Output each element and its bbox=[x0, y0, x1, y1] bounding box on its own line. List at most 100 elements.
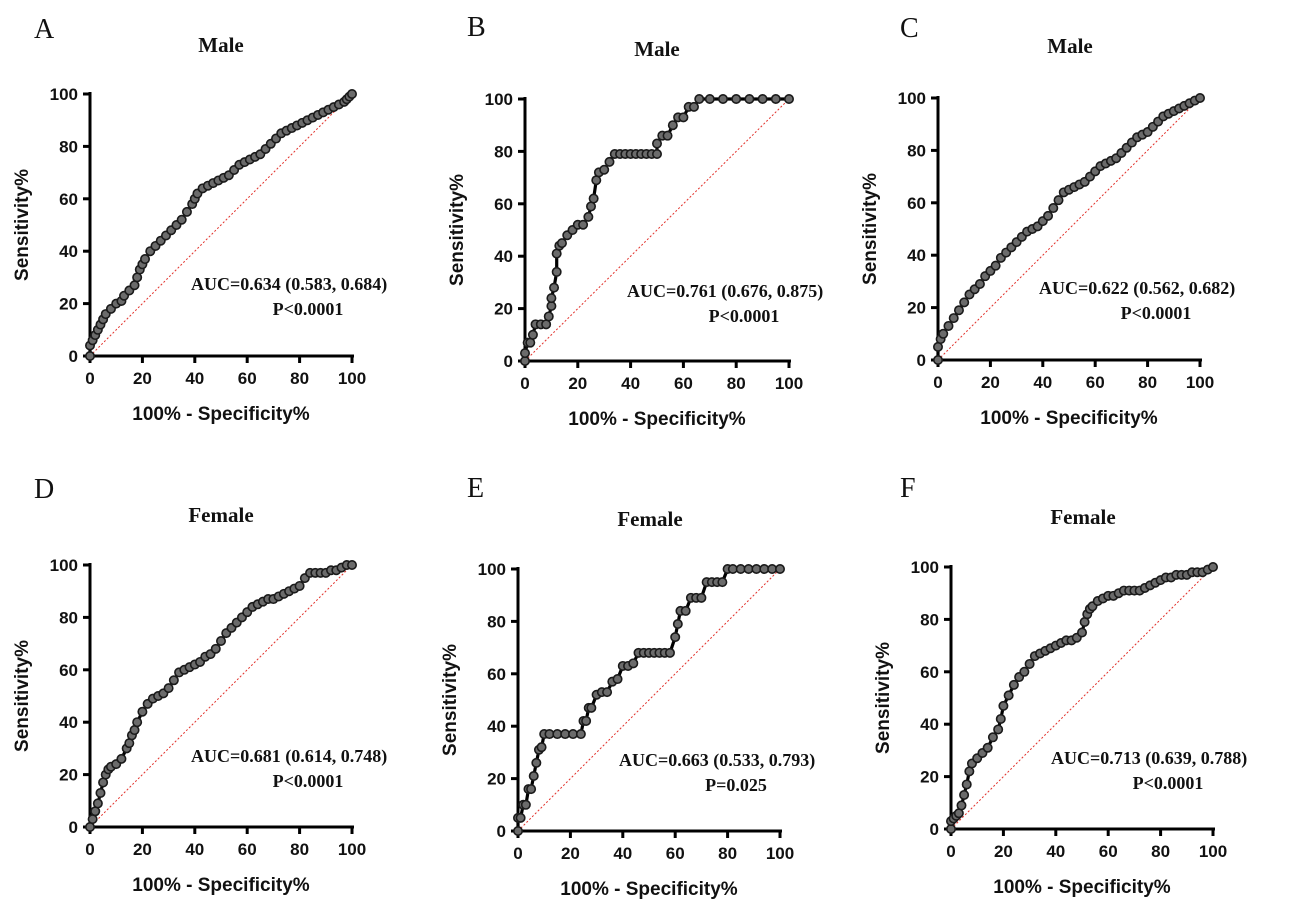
auc-annotation: AUC=0.681 (0.614, 0.748) bbox=[191, 746, 387, 767]
y-tick-label: 80 bbox=[907, 141, 926, 160]
roc-point bbox=[628, 658, 639, 669]
y-axis-label: Sensitivity% bbox=[447, 174, 468, 286]
x-tick-label: 80 bbox=[727, 374, 746, 393]
roc-point bbox=[543, 311, 554, 322]
roc-point bbox=[974, 279, 985, 290]
roc-point bbox=[694, 94, 705, 105]
p-value-annotation: P<0.0001 bbox=[273, 299, 344, 319]
x-axis-label: 100% - Specificity% bbox=[980, 408, 1158, 429]
x-tick-label: 0 bbox=[933, 373, 942, 392]
y-tick-label: 20 bbox=[907, 299, 926, 318]
panel-letter: E bbox=[467, 473, 484, 504]
y-tick-label: 40 bbox=[59, 713, 78, 732]
roc-panel-f: F Female 0 20 40 60 80 100 0 20 40 60 80 100 100% - Sp… bbox=[873, 473, 1247, 898]
x-axis-label: 100% - Specificity% bbox=[132, 404, 310, 425]
roc-point bbox=[551, 266, 562, 277]
y-tick-label: 0 bbox=[930, 820, 939, 839]
roc-point bbox=[717, 94, 728, 105]
auc-annotation: AUC=0.622 (0.562, 0.682) bbox=[1039, 278, 1235, 299]
roc-point bbox=[731, 94, 742, 105]
chart-title: Female bbox=[188, 503, 253, 527]
roc-panel-d: D Female 0 20 40 60 80 100 0 20 40 60 80 100 100% - Sp… bbox=[12, 474, 387, 896]
roc-point bbox=[581, 715, 592, 726]
x-tick-label: 20 bbox=[133, 840, 152, 859]
roc-point bbox=[1003, 690, 1014, 701]
y-tick-label: 20 bbox=[487, 770, 506, 789]
y-axis-label: Sensitivity% bbox=[873, 642, 894, 754]
x-tick-label: 100 bbox=[338, 369, 366, 388]
roc-point bbox=[1053, 195, 1064, 206]
roc-point bbox=[216, 635, 227, 646]
y-tick-label: 100 bbox=[478, 560, 506, 579]
roc-point bbox=[956, 800, 967, 811]
roc-point bbox=[85, 350, 96, 361]
roc-point bbox=[612, 674, 623, 685]
roc-point bbox=[1043, 210, 1054, 221]
roc-point bbox=[670, 632, 681, 643]
y-tick-label: 40 bbox=[59, 242, 78, 261]
x-tick-label: 80 bbox=[290, 840, 309, 859]
roc-point bbox=[982, 742, 993, 753]
x-tick-label: 0 bbox=[513, 844, 522, 863]
roc-point bbox=[990, 260, 1001, 271]
roc-point bbox=[948, 313, 959, 324]
panel-letter: D bbox=[34, 474, 54, 505]
chart-title: Female bbox=[1050, 505, 1115, 529]
y-tick-label: 0 bbox=[69, 818, 78, 837]
x-tick-label: 100 bbox=[766, 844, 794, 863]
panel-letter: F bbox=[900, 473, 916, 504]
x-tick-label: 40 bbox=[1033, 373, 1052, 392]
roc-point bbox=[137, 706, 148, 717]
roc-point bbox=[993, 724, 1004, 735]
p-value-annotation: P<0.0001 bbox=[273, 771, 344, 791]
roc-point bbox=[757, 94, 768, 105]
roc-point bbox=[528, 770, 539, 781]
x-tick-label: 80 bbox=[290, 369, 309, 388]
roc-point bbox=[294, 580, 305, 591]
y-axis-label: Sensitivity% bbox=[12, 169, 33, 281]
reference-diagonal-line bbox=[89, 564, 353, 828]
roc-point bbox=[132, 717, 143, 728]
x-tick-label: 60 bbox=[666, 844, 685, 863]
roc-point bbox=[688, 101, 699, 112]
roc-point bbox=[987, 732, 998, 743]
roc-point bbox=[704, 94, 715, 105]
chart-title: Male bbox=[1047, 34, 1092, 58]
reference-diagonal-line bbox=[950, 566, 1214, 830]
roc-point bbox=[943, 320, 954, 331]
x-tick-label: 80 bbox=[718, 844, 737, 863]
x-tick-label: 40 bbox=[185, 369, 204, 388]
y-tick-label: 100 bbox=[50, 556, 78, 575]
y-tick-label: 20 bbox=[494, 300, 513, 319]
y-tick-label: 60 bbox=[59, 190, 78, 209]
roc-point bbox=[346, 89, 357, 100]
roc-point bbox=[959, 297, 970, 308]
y-tick-label: 20 bbox=[920, 768, 939, 787]
roc-point bbox=[531, 757, 542, 768]
roc-point bbox=[546, 293, 557, 304]
reference-diagonal-line bbox=[524, 98, 790, 362]
y-tick-label: 40 bbox=[907, 246, 926, 265]
roc-point bbox=[586, 702, 597, 713]
y-axis-label: Sensitivity% bbox=[440, 644, 461, 756]
roc-point bbox=[604, 156, 615, 167]
chart-title: Male bbox=[198, 33, 243, 57]
p-value-annotation: P<0.0001 bbox=[1121, 303, 1192, 323]
y-tick-label: 100 bbox=[898, 89, 926, 108]
y-tick-label: 80 bbox=[920, 610, 939, 629]
x-tick-label: 60 bbox=[1086, 373, 1105, 392]
x-tick-label: 100 bbox=[338, 840, 366, 859]
x-tick-label: 60 bbox=[674, 374, 693, 393]
auc-annotation: AUC=0.761 (0.676, 0.875) bbox=[627, 281, 823, 302]
reference-diagonal-line bbox=[937, 97, 1201, 361]
roc-point bbox=[1208, 561, 1219, 572]
roc-point bbox=[680, 605, 691, 616]
y-tick-label: 80 bbox=[59, 608, 78, 627]
roc-point bbox=[92, 798, 103, 809]
x-tick-label: 20 bbox=[133, 369, 152, 388]
roc-point bbox=[696, 592, 707, 603]
roc-point bbox=[163, 683, 174, 694]
y-tick-label: 40 bbox=[487, 717, 506, 736]
x-axis-label: 100% - Specificity% bbox=[560, 879, 738, 899]
